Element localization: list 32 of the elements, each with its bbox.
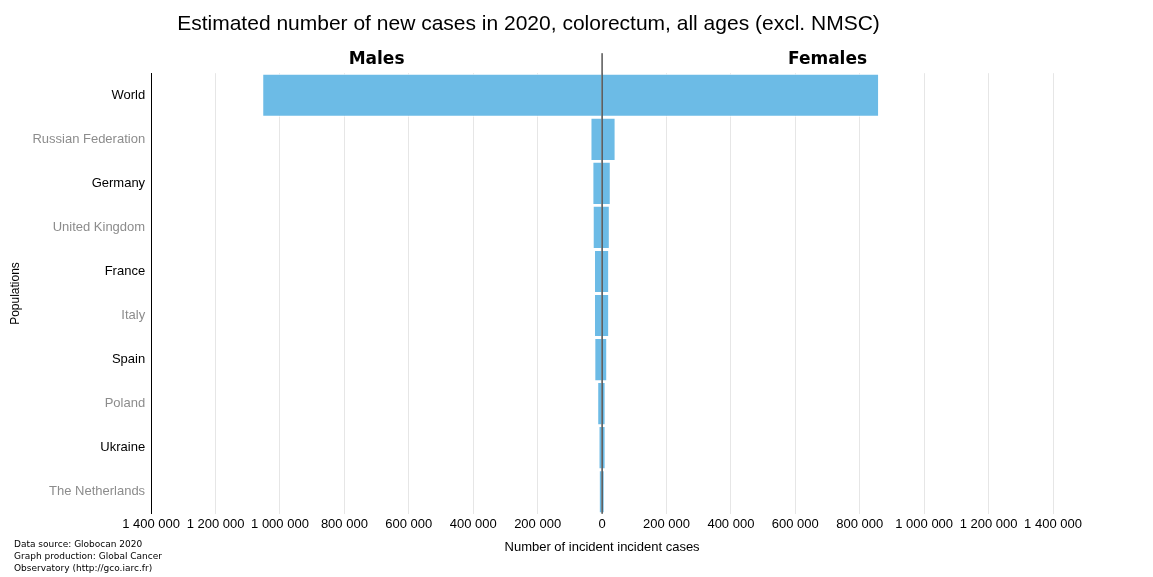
- x-tick-label: 400 000: [707, 516, 755, 532]
- y-axis-title: Populations: [7, 262, 22, 325]
- x-tick-label: 200 000: [514, 516, 562, 532]
- x-tick-label: 1 400 000: [1024, 516, 1082, 532]
- y-tick-label: Russian Federation: [32, 130, 146, 146]
- y-tick-label: The Netherlands: [49, 483, 146, 499]
- x-tick-label: 1 400 000: [122, 516, 181, 532]
- series-label: Females: [787, 47, 868, 68]
- x-tick-label: 1 200 000: [186, 516, 245, 532]
- y-tick-label: Poland: [104, 395, 146, 411]
- x-tick-label: 200 000: [642, 516, 690, 532]
- y-tick-label: Spain: [111, 351, 146, 367]
- x-tick-label: 600 000: [771, 516, 819, 532]
- chart-title: Estimated number of new cases in 2020, colorectum, all ages (excl. NMSC): [177, 11, 880, 35]
- x-tick-label: 0: [598, 516, 606, 532]
- x-tick-label: 800 000: [320, 516, 368, 532]
- x-axis-title: Number of incident incident cases: [504, 538, 701, 554]
- text: Graph production: Global Cancer Observatory (http://gco.iarc.fr): [14, 550, 163, 574]
- y-tick-label: Germany: [91, 174, 146, 190]
- y-tick-label: Italy: [121, 307, 146, 323]
- series-label: Males: [348, 47, 405, 68]
- x-tick-label: 400 000: [449, 516, 497, 532]
- x-tick-label: 600 000: [385, 516, 433, 532]
- x-tick-label: 1 000 000: [895, 516, 954, 532]
- x-tick-label: 800 000: [836, 516, 884, 532]
- y-tick-label: France: [104, 263, 146, 279]
- y-tick-label: United Kingdom: [52, 218, 146, 234]
- source-note: Data source: Globocan 2020: [14, 538, 144, 550]
- y-tick-label: World: [111, 86, 146, 102]
- x-tick-label: 1 200 000: [959, 516, 1018, 532]
- x-tick-label: 1 000 000: [251, 516, 309, 532]
- y-tick-label: Ukraine: [100, 439, 146, 455]
